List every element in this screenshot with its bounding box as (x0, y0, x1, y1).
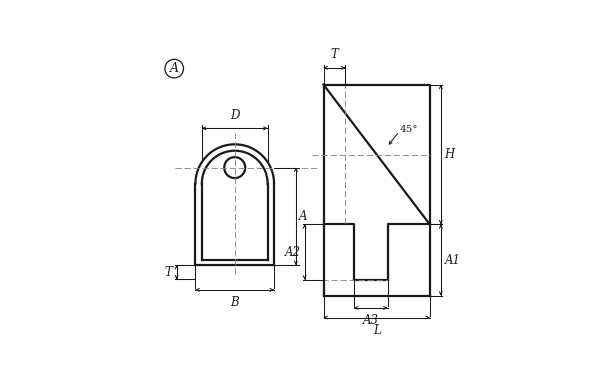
Text: A3: A3 (363, 314, 379, 327)
Text: T: T (164, 266, 172, 279)
Text: D: D (230, 109, 239, 122)
Text: T: T (331, 48, 338, 61)
Text: A: A (299, 210, 308, 223)
Text: L: L (373, 324, 380, 337)
Text: A: A (170, 62, 179, 75)
Text: A1: A1 (445, 254, 461, 266)
Text: H: H (445, 148, 455, 161)
Text: 45°: 45° (400, 125, 418, 134)
Text: A2: A2 (285, 246, 301, 259)
Text: B: B (230, 296, 239, 309)
